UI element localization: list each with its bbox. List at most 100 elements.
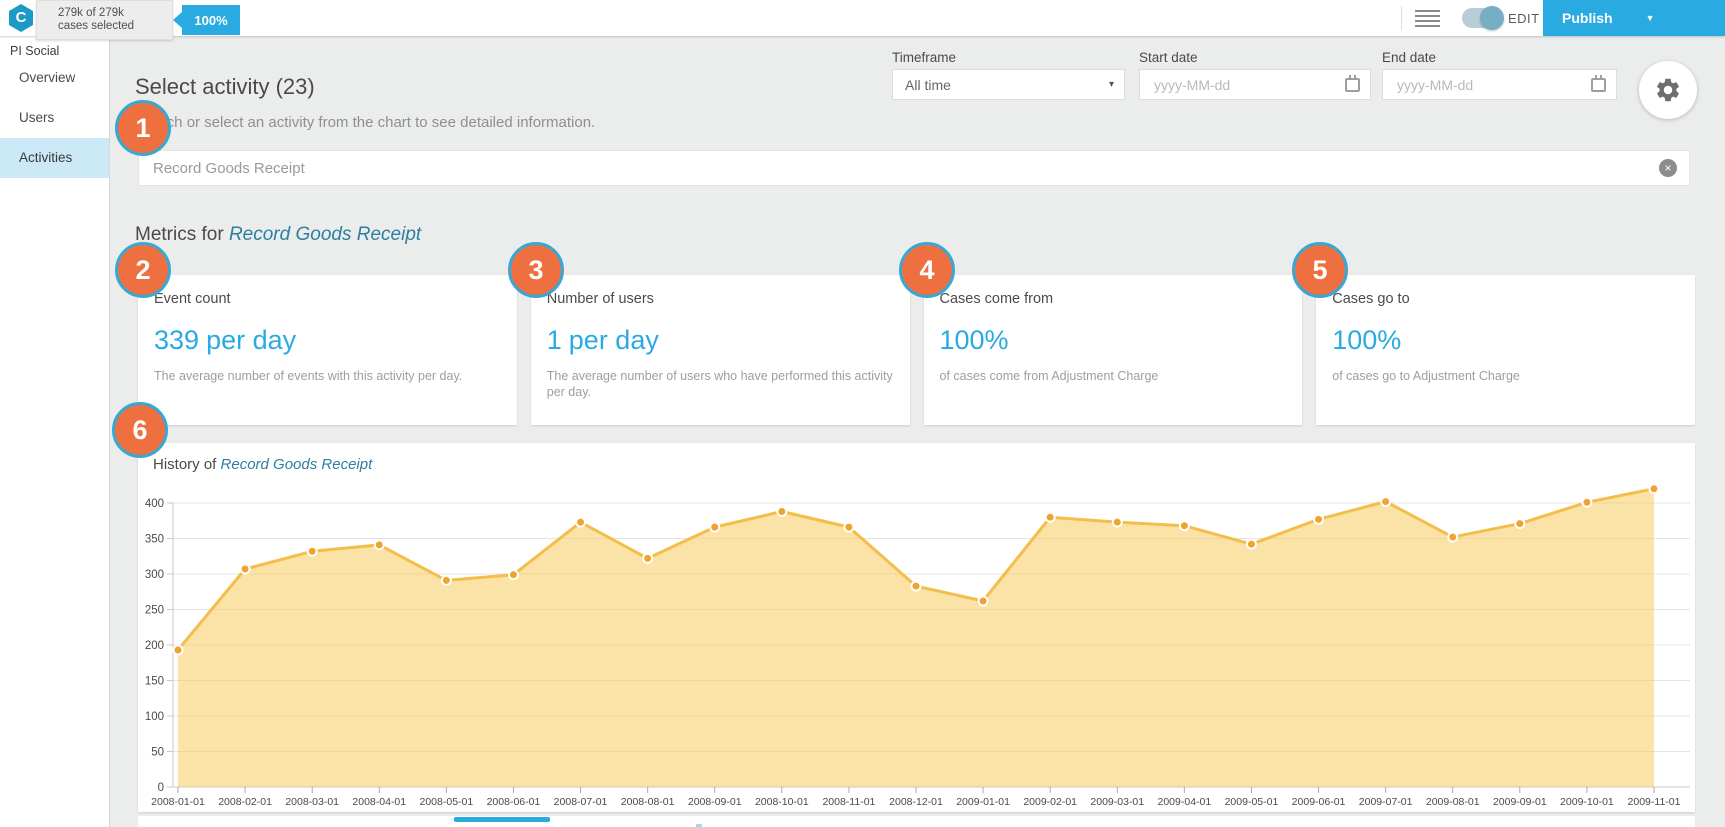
top-bar: C EDIT Publish ▼ [0, 0, 1725, 36]
metrics-heading: Metrics for Record Goods Receipt [135, 224, 421, 246]
history-title-prefix: History of [153, 456, 221, 473]
svg-text:2009-03-01: 2009-03-01 [1090, 796, 1144, 808]
cases-selected-line2: cases selected [58, 20, 135, 32]
svg-text:2008-01-01: 2008-01-01 [151, 796, 205, 808]
card-value: 1 per day [546, 325, 659, 355]
card-value: 339 per day [154, 325, 297, 355]
svg-text:2009-04-01: 2009-04-01 [1158, 796, 1212, 808]
gear-icon [1657, 78, 1679, 102]
card-label: Event count [154, 291, 231, 307]
card-description: of cases go to Adjustment Charge [1332, 369, 1520, 383]
svg-text:250: 250 [145, 605, 164, 617]
annotation-badge-1: 1 [115, 100, 171, 156]
svg-text:2009-05-01: 2009-05-01 [1225, 796, 1279, 808]
annotation-badge-5: 5 [1292, 242, 1348, 298]
card-description: of cases come from Adjustment Charge [939, 369, 1159, 383]
edit-toggle[interactable] [1462, 6, 1504, 30]
settings-button[interactable] [1639, 61, 1697, 119]
svg-text:2009-10-01: 2009-10-01 [1560, 796, 1614, 808]
metric-cards: Event count 339 per day The average numbe… [138, 275, 1695, 425]
svg-text:2009-06-01: 2009-06-01 [1292, 796, 1346, 808]
svg-text:0: 0 [158, 782, 164, 794]
svg-text:300: 300 [145, 569, 164, 581]
annotation-badge-3: 3 [508, 242, 564, 298]
annotation-badge-2: 2 [115, 242, 171, 298]
card-value: 100% [1332, 325, 1402, 355]
svg-text:2008-12-01: 2008-12-01 [889, 796, 943, 808]
svg-text:400: 400 [145, 498, 164, 510]
svg-text:2009-02-01: 2009-02-01 [1023, 796, 1077, 808]
metric-card-number-of-users: Number of users 1 per day The average num… [530, 275, 910, 425]
end-date-label: End date [1382, 50, 1437, 65]
sidebar-title: PI Social [10, 44, 60, 58]
card-value: 100% [939, 325, 1009, 355]
metrics-heading-prefix: Metrics for [135, 224, 229, 245]
svg-text:2008-11-01: 2008-11-01 [822, 796, 875, 808]
selection-percent-badge: 100% [173, 5, 240, 35]
sidebar-item-activities[interactable]: Activities [0, 138, 109, 178]
annotation-badge-6: 6 [112, 402, 168, 458]
metric-card-event-count: Event count 339 per day The average numbe… [138, 275, 517, 425]
menu-icon[interactable] [1415, 10, 1440, 27]
annotation-badge-4: 4 [899, 242, 955, 298]
history-chart-title: History of Record Goods Receipt [153, 456, 372, 473]
svg-text:2008-05-01: 2008-05-01 [420, 796, 474, 808]
card-description: The average number of events with this a… [154, 369, 463, 383]
horizontal-scrollbar-thumb[interactable] [454, 817, 550, 822]
topbar-divider [1401, 6, 1402, 30]
publish-caret-icon[interactable]: ▼ [1645, 13, 1655, 23]
metric-card-cases-come-from: Cases come from 100% of cases come from … [923, 275, 1303, 425]
timeframe-label: Timeframe [892, 50, 957, 65]
calendar-icon[interactable] [1345, 74, 1360, 92]
publish-label: Publish [1562, 10, 1613, 26]
calendar-icon[interactable] [1591, 74, 1606, 92]
history-chart-card: History of Record Goods Receipt 0 50 100 15… [138, 443, 1695, 812]
svg-text:2008-09-01: 2008-09-01 [688, 796, 742, 808]
svg-text:2009-07-01: 2009-07-01 [1359, 796, 1413, 808]
cases-selected-box[interactable]: 279k of 279k cases selected [36, 0, 173, 40]
cases-selected-line1: 279k of 279k [58, 7, 124, 19]
svg-text:150: 150 [145, 676, 164, 688]
svg-text:350: 350 [145, 534, 164, 546]
svg-text:2009-08-01: 2009-08-01 [1426, 796, 1480, 808]
activity-search-container: × [138, 150, 1690, 186]
metric-card-cases-go-to: Cases go to 100% of cases go to Adjustme… [1316, 275, 1695, 425]
card-label: Cases come from [939, 291, 1054, 307]
edit-toggle-knob [1480, 6, 1504, 30]
svg-text:2008-10-01: 2008-10-01 [755, 796, 809, 808]
start-date-input[interactable] [1152, 75, 1339, 94]
select-caret-icon: ▾ [1108, 79, 1114, 90]
timeframe-select[interactable]: All time ▾ [892, 69, 1125, 100]
svg-text:200: 200 [145, 640, 164, 652]
svg-text:2008-07-01: 2008-07-01 [554, 796, 608, 808]
svg-text:2009-09-01: 2009-09-01 [1493, 796, 1547, 808]
svg-text:50: 50 [151, 747, 164, 759]
svg-text:2009-11-01: 2009-11-01 [1628, 796, 1681, 808]
end-date-input[interactable] [1395, 75, 1585, 94]
publish-button[interactable]: Publish ▼ [1543, 0, 1725, 36]
clear-search-icon[interactable]: × [1659, 159, 1677, 177]
svg-text:2008-08-01: 2008-08-01 [621, 796, 675, 808]
metrics-heading-activity: Record Goods Receipt [228, 224, 422, 245]
svg-text:2008-02-01: 2008-02-01 [218, 796, 272, 808]
start-date-container [1139, 69, 1371, 100]
svg-text:100: 100 [145, 711, 164, 723]
history-chart[interactable]: 0 50 100 150 200 250 300 350 400 2008-01-01 2008-0… [138, 443, 1695, 827]
page-title: Select activity (23) [135, 74, 315, 99]
timeframe-value: All time [905, 76, 951, 93]
card-label: Number of users [546, 291, 654, 307]
edit-label: EDIT [1508, 11, 1540, 26]
sidebar-item-overview[interactable]: Overview [19, 70, 76, 85]
svg-text:2008-06-01: 2008-06-01 [487, 796, 541, 808]
card-description: The average number of users who have per… [546, 369, 893, 399]
svg-text:2008-04-01: 2008-04-01 [352, 796, 406, 808]
svg-text:2009-01-01: 2009-01-01 [956, 796, 1010, 808]
clipped-element [696, 824, 702, 827]
end-date-container [1382, 69, 1617, 100]
page-subtitle: Search or select an activity from the ch… [135, 114, 596, 131]
sidebar-item-users[interactable]: Users [19, 110, 55, 125]
app-logo[interactable]: C [9, 4, 33, 32]
activity-search-input[interactable] [151, 158, 1649, 178]
next-card-top [138, 816, 1695, 827]
start-date-label: Start date [1139, 50, 1198, 65]
